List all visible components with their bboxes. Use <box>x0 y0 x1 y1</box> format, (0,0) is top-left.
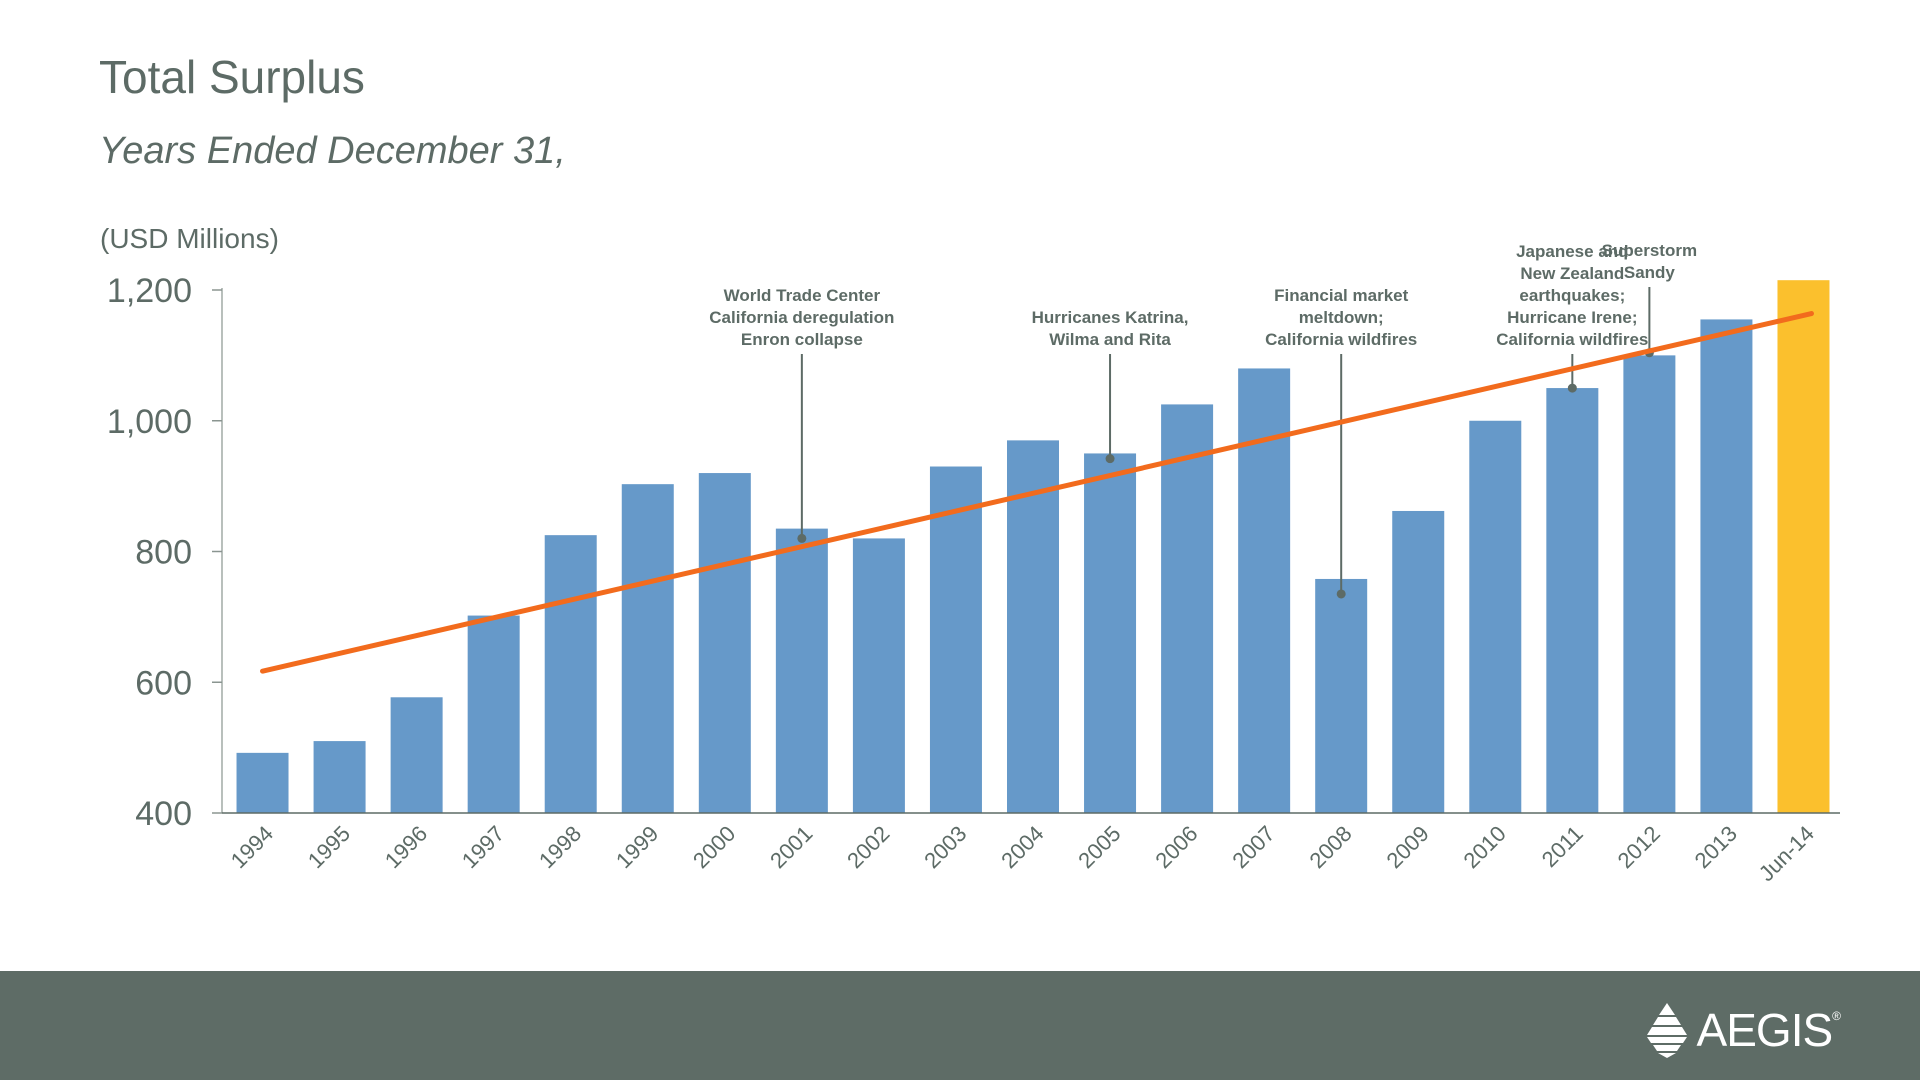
x-axis-ticks: 1994 1995 1996 1997 1998 1999 2000 2001 2002 2003… <box>226 821 1819 886</box>
x-tick-label: 2004 <box>996 821 1048 873</box>
annotation-marker <box>797 533 807 543</box>
bar-2002 <box>852 538 905 813</box>
x-tick-label: 2009 <box>1381 821 1433 873</box>
trendline <box>260 311 1814 674</box>
bar-1998 <box>544 535 597 813</box>
annotation-text: earthquakes; <box>1519 286 1625 305</box>
annotation-text: Wilma and Rita <box>1049 330 1171 349</box>
x-tick-label: 2006 <box>1150 821 1202 873</box>
annotation-text: California deregulation <box>709 308 894 327</box>
annotation-text: Hurricanes Katrina, <box>1032 308 1189 327</box>
x-tick-label: 1996 <box>380 821 432 873</box>
annotation-text: Hurricane Irene; <box>1507 308 1637 327</box>
bar-2001 <box>775 528 828 813</box>
x-tick-label: 2005 <box>1073 821 1125 873</box>
annotations: World Trade Center California deregulatio… <box>709 241 1697 599</box>
bar-jun-14 <box>1777 280 1830 814</box>
bar-2008 <box>1315 578 1368 813</box>
x-tick-label: 2003 <box>919 821 971 873</box>
x-tick-label: 2000 <box>688 821 740 873</box>
x-tick-label: 2001 <box>765 821 817 873</box>
x-tick-label: 2008 <box>1304 821 1356 873</box>
annotation-text: Japanese and <box>1516 242 1628 261</box>
annotation-text: Sandy <box>1624 263 1676 282</box>
x-tick-label: 2007 <box>1227 821 1279 873</box>
annotation-text: meltdown; <box>1299 308 1384 327</box>
bar-series <box>236 280 1830 814</box>
bar-1994 <box>236 752 289 813</box>
y-tick-label: 1,200 <box>107 272 192 310</box>
annotation-marker <box>1567 383 1577 393</box>
bar-2012 <box>1623 355 1676 813</box>
x-tick-label: 1999 <box>611 821 663 873</box>
bar-2005 <box>1084 453 1137 813</box>
x-tick-label: 2010 <box>1459 821 1511 873</box>
annotation-3: Financial market meltdown; California wild… <box>1265 286 1417 599</box>
bar-2011 <box>1546 388 1599 813</box>
bar-2010 <box>1469 420 1522 813</box>
total-surplus-chart: (USD Millions) 400 600 800 1,000 1,200 World… <box>100 223 1840 886</box>
annotation-text: New Zealand <box>1520 264 1624 283</box>
annotation-2: Hurricanes Katrina, Wilma and Rita <box>1032 308 1189 464</box>
bar-1999 <box>621 484 674 813</box>
annotation-text: Superstorm <box>1602 241 1697 260</box>
page-title: Total Surplus <box>99 51 365 103</box>
x-tick-label: 1994 <box>226 821 278 873</box>
x-tick-label: 2002 <box>842 821 894 873</box>
y-axis-ticks: 400 600 800 1,000 1,200 <box>107 272 223 833</box>
annotation-text: Enron collapse <box>741 330 863 349</box>
annotation-4: Japanese and New Zealand earthquakes; Hurri… <box>1496 242 1648 393</box>
trendline-group <box>260 311 1814 674</box>
bar-2000 <box>698 473 751 813</box>
y-tick-label: 1,000 <box>107 403 192 441</box>
x-tick-label: 1997 <box>457 821 509 873</box>
page-subtitle: Years Ended December 31, <box>99 130 566 172</box>
brand-name: AEGIS® <box>1696 1004 1841 1056</box>
bar-1996 <box>390 697 443 813</box>
bar-1995 <box>313 741 366 813</box>
x-tick-label: 2012 <box>1613 821 1665 873</box>
bar-2003 <box>929 466 982 813</box>
footer-bar: AEGIS® <box>0 971 1920 1080</box>
bar-2013 <box>1700 319 1753 813</box>
annotation-text: Financial market <box>1274 286 1409 305</box>
annotation-marker <box>1105 454 1115 464</box>
y-tick-label: 600 <box>135 664 192 702</box>
x-tick-label: 2011 <box>1537 821 1588 872</box>
x-tick-label: 2013 <box>1690 821 1742 873</box>
bar-2009 <box>1392 510 1445 813</box>
x-tick-label: 1995 <box>303 821 355 873</box>
annotation-text: California wildfires <box>1496 330 1648 349</box>
aegis-pyramid-icon <box>1646 1003 1687 1058</box>
annotation-marker <box>1336 589 1346 599</box>
y-axis-unit-label: (USD Millions) <box>100 223 279 254</box>
x-tick-label: Jun-14 <box>1754 821 1819 886</box>
bar-2006 <box>1161 404 1214 813</box>
x-tick-label: 1998 <box>534 821 586 873</box>
annotation-5: Superstorm Sandy <box>1602 241 1697 358</box>
y-tick-label: 800 <box>135 534 192 572</box>
annotation-text: California wildfires <box>1265 330 1417 349</box>
y-tick-label: 400 <box>135 795 192 833</box>
bar-2004 <box>1007 440 1059 813</box>
brand-logo: AEGIS® <box>1645 1001 1841 1059</box>
annotation-text: World Trade Center <box>724 286 881 305</box>
annotation-1: World Trade Center California deregulatio… <box>709 286 894 543</box>
bar-1997 <box>467 615 520 813</box>
